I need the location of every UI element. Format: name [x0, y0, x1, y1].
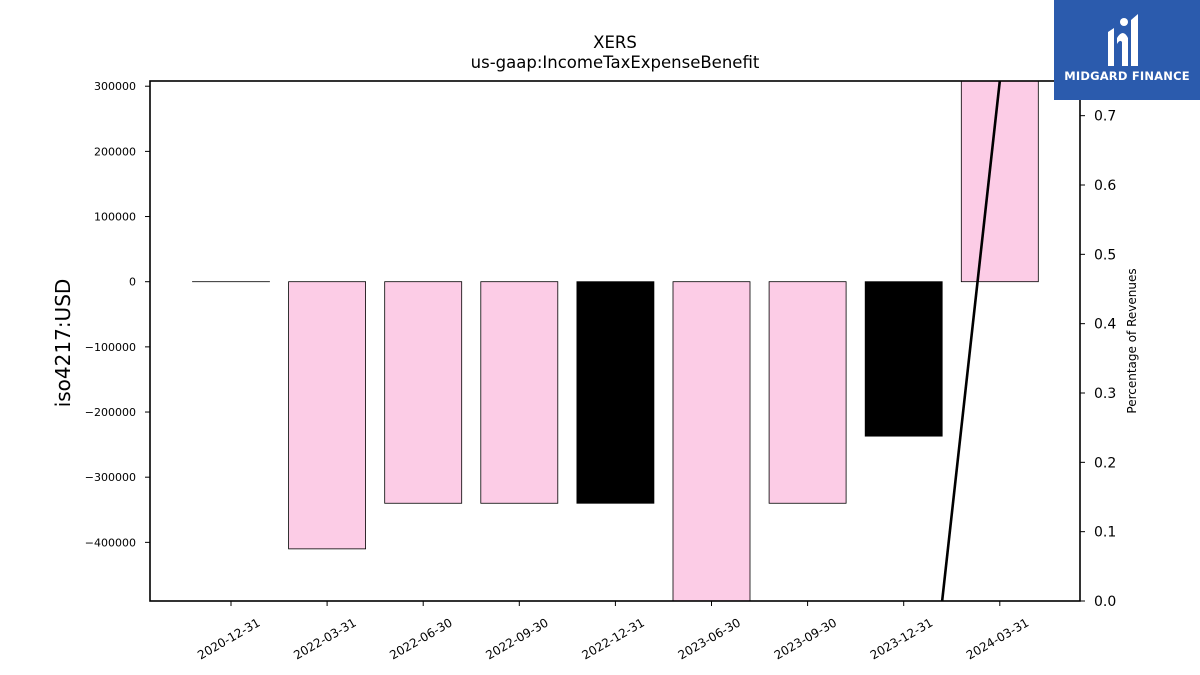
y2-tick-label: 0.6	[1094, 178, 1116, 194]
x-tick-label: 2022-12-31	[579, 615, 646, 662]
bar-2022-09-30	[480, 281, 559, 504]
y2-tick-label: 0.0	[1094, 594, 1116, 610]
x-tick-label: 2023-12-31	[868, 615, 935, 662]
y2-axis-label: Percentage of Revenues	[1125, 268, 1139, 413]
bar-2022-12-31	[576, 281, 655, 504]
bar-2022-03-31	[288, 281, 367, 550]
y2-tick-label: 0.7	[1094, 109, 1116, 125]
midgard-finance-logo-icon	[1108, 14, 1138, 66]
y-tick-label: −100000	[85, 341, 136, 354]
logo-text: MIDGARD FINANCE	[1064, 69, 1190, 83]
bar-2024-03-31	[960, 80, 1039, 283]
bar-2023-06-30	[672, 281, 751, 602]
y-tick-label: 100000	[94, 211, 136, 224]
midgard-finance-logo: MIDGARD FINANCE	[1054, 0, 1200, 100]
x-tick-label: 2020-12-31	[195, 615, 262, 662]
y2-tick-label: 0.5	[1094, 247, 1116, 263]
bar-2023-09-30	[768, 281, 847, 504]
y2-tick-label: 0.3	[1094, 386, 1116, 402]
bar-2023-12-31	[864, 281, 943, 437]
plot-frame	[149, 80, 1081, 602]
chart-title: XERS	[593, 33, 637, 52]
y-tick-label: 300000	[94, 80, 136, 93]
bar-2022-06-30	[384, 281, 463, 504]
y-tick-label: 0	[129, 276, 136, 289]
x-tick-label: 2022-06-30	[387, 615, 454, 662]
y2-tick-label: 0.1	[1094, 525, 1116, 541]
x-tick-label: 2024-03-31	[964, 615, 1031, 662]
y-tick-label: −400000	[85, 536, 136, 549]
y-axis-label: iso4217:USD	[51, 279, 75, 408]
x-tick-label: 2022-03-31	[291, 615, 358, 662]
y2-tick-label: 0.2	[1094, 455, 1116, 471]
y-tick-label: 200000	[94, 145, 136, 158]
y-tick-label: −300000	[85, 471, 136, 484]
chart-subtitle: us-gaap:IncomeTaxExpenseBenefit	[471, 53, 760, 72]
x-tick-label: 2023-06-30	[676, 615, 743, 662]
y2-tick-label: 0.4	[1094, 317, 1116, 333]
x-tick-label: 2023-09-30	[772, 615, 839, 662]
percentage-of-revenues-line	[940, 80, 1002, 602]
y-tick-label: −200000	[85, 406, 136, 419]
x-tick-label: 2022-09-30	[483, 615, 550, 662]
